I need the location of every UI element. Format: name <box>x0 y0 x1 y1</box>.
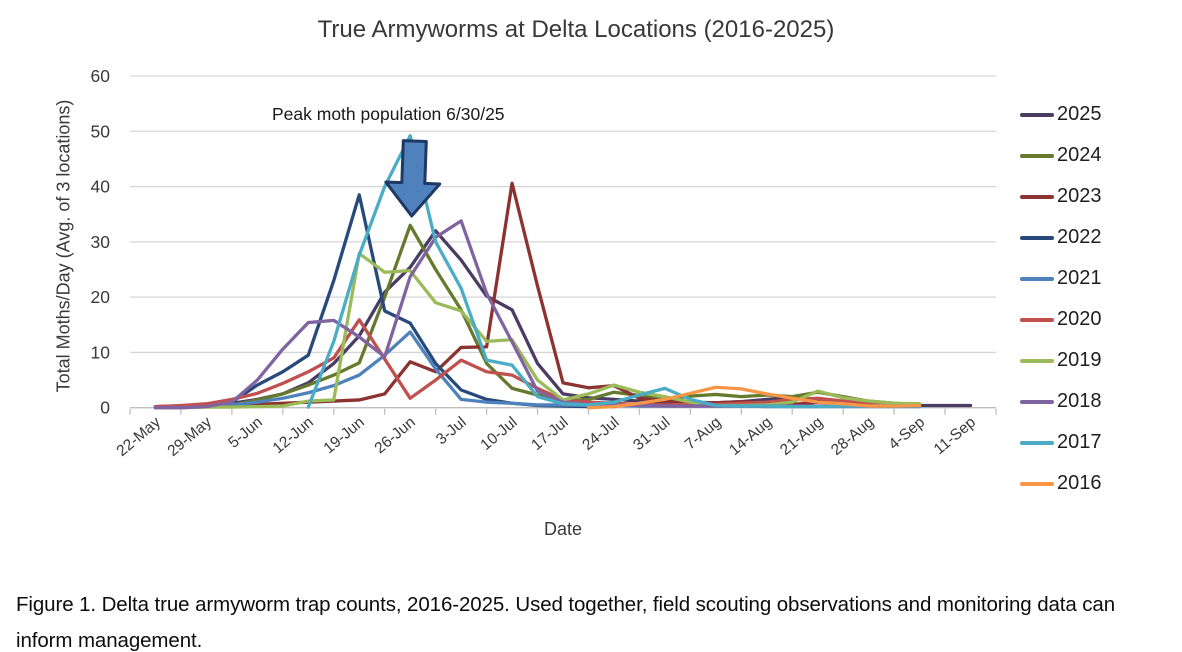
x-tick-label: 29-May <box>164 414 215 460</box>
legend-item-2025: 2025 <box>1020 94 1180 135</box>
x-tick-label: 4-Sep <box>886 414 929 454</box>
x-tick-label: 19-Jun <box>321 414 368 457</box>
legend-item-2022: 2022 <box>1020 217 1180 258</box>
line-chart: 0 10 20 30 40 50 60 22-May 29-May 5-Jun 12-Jun 19-J… <box>53 16 1180 539</box>
y-tick-label: 10 <box>91 342 111 362</box>
y-tick-label: 40 <box>91 177 111 197</box>
chart-canvas: 0 10 20 30 40 50 60 22-May 29-May 5-Jun 12-Jun 19-J… <box>91 66 997 460</box>
x-tick-label: 31-Jul <box>630 414 673 454</box>
legend-swatch-icon <box>1020 235 1054 240</box>
x-tick-label: 12-Jun <box>270 414 317 457</box>
legend-label: 2025 <box>1057 103 1102 125</box>
x-tick-label: 26-Jun <box>372 414 419 457</box>
legend-label: 2021 <box>1057 267 1102 289</box>
y-tick-label: 60 <box>91 66 111 86</box>
series-line-2017 <box>306 134 922 409</box>
figure-caption: Figure 1. Delta true armyworm trap count… <box>16 592 1116 652</box>
x-tick-label: 22-May <box>114 414 165 460</box>
legend-swatch-icon <box>1020 153 1054 158</box>
y-tick-label: 50 <box>91 121 111 141</box>
x-tick-label: 10-Jul <box>477 414 520 454</box>
x-tick-label: 21-Aug <box>777 414 826 459</box>
x-tick-label: 14-Aug <box>726 414 775 459</box>
peak-annotation-text: Peak moth population 6/30/25 <box>272 104 505 124</box>
legend: 2025 2024 2023 2022 2021 2020 2019 2018 2017 2016 <box>1020 94 1180 504</box>
legend-label: 2017 <box>1057 431 1102 453</box>
chart-title: True Armyworms at Delta Locations (2016-… <box>317 16 835 43</box>
x-tick-label: 7-Aug <box>682 414 725 454</box>
legend-item-2019: 2019 <box>1020 340 1180 381</box>
peak-annotation-arrow-icon <box>384 139 442 218</box>
y-tick-label: 20 <box>91 287 111 307</box>
legend-swatch-icon <box>1020 399 1054 404</box>
legend-swatch-icon <box>1020 194 1054 199</box>
x-tick-label: 17-Jul <box>528 414 571 454</box>
legend-item-2021: 2021 <box>1020 258 1180 299</box>
legend-swatch-icon <box>1020 317 1054 322</box>
legend-label: 2019 <box>1057 349 1102 371</box>
legend-swatch-icon <box>1020 440 1054 445</box>
legend-item-2023: 2023 <box>1020 176 1180 217</box>
legend-label: 2016 <box>1057 472 1102 494</box>
legend-item-2020: 2020 <box>1020 299 1180 340</box>
legend-swatch-icon <box>1020 112 1054 117</box>
x-axis-title: Date <box>543 519 583 539</box>
legend-item-2016: 2016 <box>1020 463 1180 504</box>
legend-label: 2022 <box>1057 226 1102 248</box>
legend-item-2017: 2017 <box>1020 422 1180 463</box>
legend-swatch-icon <box>1020 481 1054 486</box>
legend-item-2024: 2024 <box>1020 135 1180 176</box>
x-tick-label: 28-Aug <box>828 414 877 459</box>
x-tick-label: 11-Sep <box>931 414 979 458</box>
legend-item-2018: 2018 <box>1020 381 1180 422</box>
x-tick-label: 3-Jul <box>433 414 470 449</box>
series-line-2016 <box>586 385 922 410</box>
legend-swatch-icon <box>1020 276 1054 281</box>
legend-swatch-icon <box>1020 358 1054 363</box>
legend-label: 2024 <box>1057 144 1102 166</box>
y-tick-label: 0 <box>100 398 110 418</box>
legend-label: 2018 <box>1057 390 1102 412</box>
series-line-2023 <box>153 181 922 409</box>
x-tick-label: 24-Jul <box>579 414 622 454</box>
legend-label: 2020 <box>1057 308 1102 330</box>
x-tick-label: 5-Jun <box>225 414 266 452</box>
y-tick-label: 30 <box>91 232 111 252</box>
series-line-2019 <box>153 251 922 410</box>
y-axis-title: Total Moths/Day (Avg. of 3 locations) <box>53 99 74 393</box>
legend-label: 2023 <box>1057 185 1102 207</box>
